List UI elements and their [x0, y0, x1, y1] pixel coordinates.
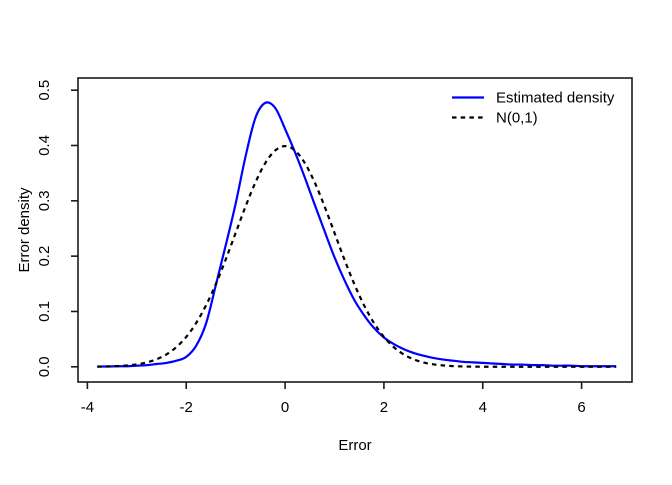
- legend-label-normal: N(0,1): [496, 110, 538, 127]
- x-tick-label: 2: [380, 399, 388, 416]
- y-tick-label: 0.2: [36, 246, 53, 267]
- legend: Estimated density N(0,1): [452, 90, 615, 127]
- x-tick-label: 0: [281, 399, 289, 416]
- y-tick-label: 0.5: [36, 80, 53, 101]
- x-tick-label: -4: [81, 399, 94, 416]
- legend-label-estimated: Estimated density: [496, 90, 615, 107]
- estimated-density-curve: [97, 101, 617, 368]
- y-axis: 0.0 0.1 0.2 0.3 0.4 0.5: [36, 80, 78, 377]
- x-axis-title: Error: [338, 437, 371, 454]
- x-tick-label: 6: [577, 399, 585, 416]
- y-tick-label: 0.0: [36, 356, 53, 377]
- plot-border: [77, 77, 633, 383]
- y-tick-label: 0.1: [36, 301, 53, 322]
- x-axis: -4 -2 0 2 4 6: [81, 382, 586, 416]
- series-lines: [97, 101, 617, 368]
- normal-density-curve: [97, 145, 617, 368]
- y-axis-title: Error density: [16, 187, 33, 273]
- x-tick-label: 4: [479, 399, 487, 416]
- y-tick-label: 0.4: [36, 135, 53, 156]
- x-tick-label: -2: [180, 399, 193, 416]
- y-tick-label: 0.3: [36, 190, 53, 211]
